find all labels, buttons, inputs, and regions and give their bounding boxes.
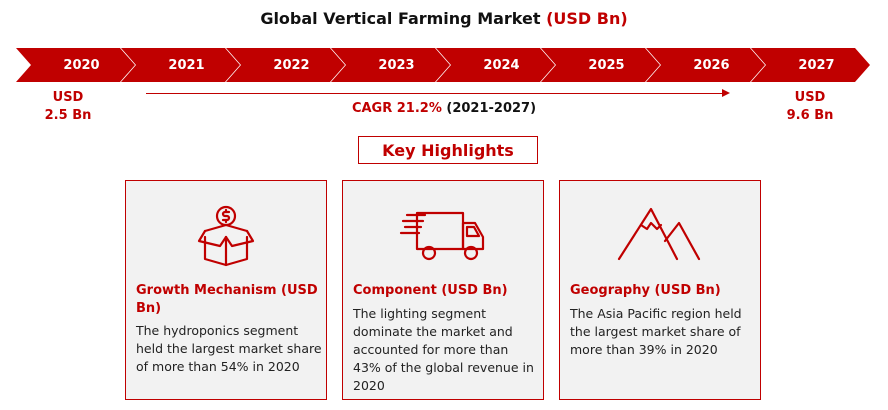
title-main: Global Vertical Farming Market [260,9,541,28]
page-title: Global Vertical Farming Market (USD Bn) [0,9,888,28]
mountain-icon [560,203,760,267]
highlight-card-growth-mechanism: Growth Mechanism (USD Bn) The hydroponic… [125,180,327,400]
start-value-amount: 2.5 Bn [44,108,92,123]
highlight-card-geography: Geography (USD Bn) The Asia Pacific regi… [559,180,761,400]
card-title: Growth Mechanism (USD Bn) [136,283,318,316]
truck-icon [343,203,543,267]
year-chevron-2022: 2022 [226,48,345,82]
year-chevron-2026: 2026 [646,48,765,82]
cagr-arrowhead-icon [722,89,730,97]
year-label: 2025 [588,57,625,73]
year-chevron-2021: 2021 [121,48,240,82]
start-value-label: USD 2.5 Bn [28,89,108,125]
year-chevron-2023: 2023 [331,48,450,82]
cagr-arrow-line [146,93,726,94]
cagr-label: CAGR 21.2% (2021-2027) [0,101,888,116]
card-body: The Asia Pacific region held the largest… [570,306,742,357]
cagr-value: CAGR 21.2% [351,101,442,116]
card-title: Geography (USD Bn) [570,283,721,298]
money-box-icon [126,203,326,267]
year-chevron-2027: 2027 [751,48,870,82]
end-value-label: USD 9.6 Bn [770,89,850,125]
highlight-card-component: Component (USD Bn) The lighting segment … [342,180,544,400]
year-chevron-2025: 2025 [541,48,660,82]
year-label: 2021 [168,57,205,73]
year-label: 2024 [483,57,520,73]
year-label: 2023 [378,57,415,73]
start-value-currency: USD [52,90,84,105]
year-label: 2026 [693,57,730,73]
card-body: The hydroponics segment held the largest… [136,323,322,374]
card-body: The lighting segment dominate the market… [353,306,534,393]
year-label: 2027 [798,57,835,73]
cagr-period: (2021-2027) [446,101,537,116]
year-chevron-2020: 2020 [16,48,135,82]
year-label: 2022 [273,57,310,73]
year-label: 2020 [63,57,100,73]
title-unit: (USD Bn) [546,9,628,28]
card-title: Component (USD Bn) [353,283,508,298]
end-value-amount: 9.6 Bn [786,108,834,123]
key-highlights-heading: Key Highlights [358,136,538,164]
year-chevron-2024: 2024 [436,48,555,82]
end-value-currency: USD [794,90,826,105]
year-timeline: 2020 2021 2022 2023 2024 2025 2026 2027 [16,48,872,84]
